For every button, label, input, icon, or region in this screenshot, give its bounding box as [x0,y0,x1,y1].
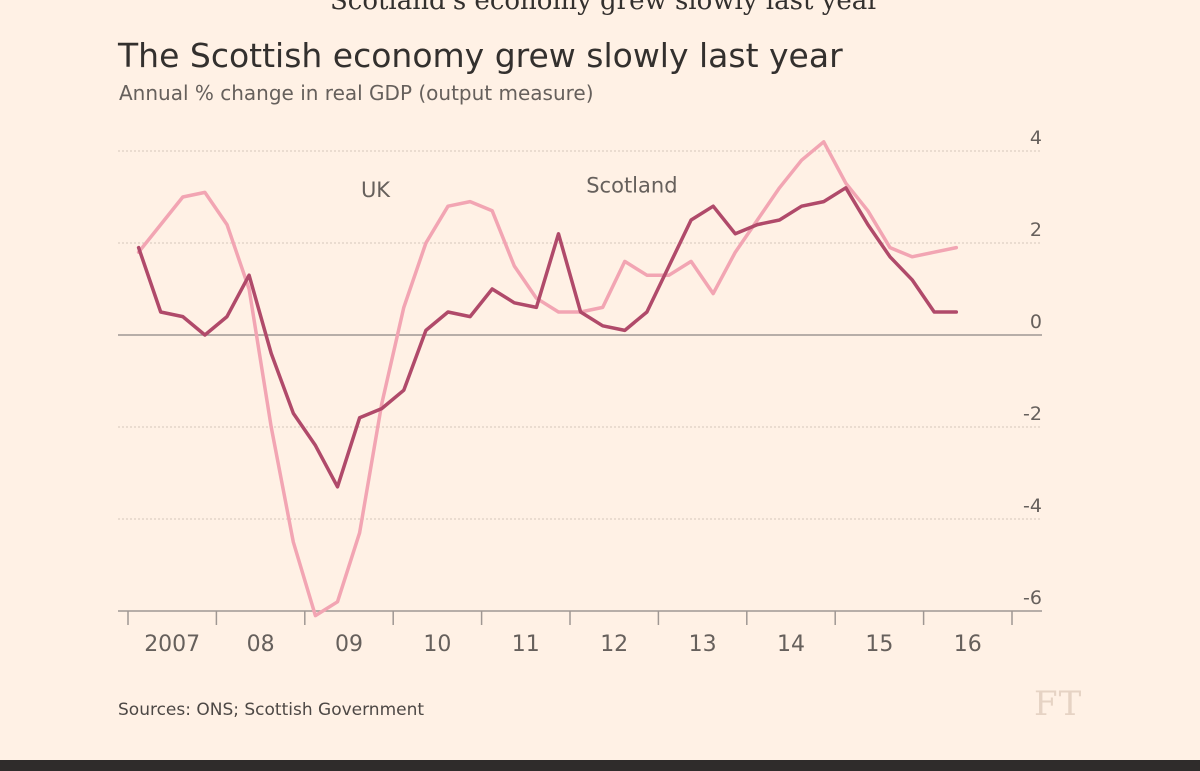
uk-series-label: UK [361,178,391,202]
y-tick-label: 4 [1030,127,1042,149]
series-labels: UK Scotland [361,173,678,202]
source-note: Sources: ONS; Scottish Government [118,700,425,720]
x-tick-label: 12 [600,632,628,657]
chart-subtitle: Annual % change in real GDP (output meas… [119,81,594,105]
x-tick-label: 08 [247,632,275,657]
x-tick-label: 09 [335,632,363,657]
x-tick-label: 13 [689,632,717,657]
chart-title: The Scottish economy grew slowly last ye… [118,36,843,75]
y-tick-label: -2 [1023,403,1042,425]
x-tick-label: 16 [954,632,982,657]
ft-logo: FT [1034,684,1083,724]
y-axis-ticks: 4 2 0 -2 -4 -6 [1023,127,1042,609]
line-chart: 4 2 0 -2 -4 -6 2007 08 09 10 11 12 13 14 15 16 UK Scotl… [118,127,1042,657]
y-tick-label: -6 [1023,587,1042,609]
scotland-line [136,186,959,489]
x-tick-label: 2007 [144,632,200,657]
series-lines [136,140,959,618]
y-tick-label: 0 [1030,311,1042,333]
scotland-series-label: Scotland [586,173,677,197]
x-axis: 2007 08 09 10 11 12 13 14 15 16 [127,611,1013,657]
window-bottom-edge [0,760,1200,771]
x-tick-label: 15 [865,632,893,657]
gridlines [118,150,1042,612]
x-tick-label: 10 [423,632,451,657]
x-tick-label: 11 [512,632,540,657]
uk-line [136,140,959,618]
y-tick-label: 2 [1030,219,1042,241]
cropped-headline: Scotland's economy grew slowly last year [330,0,880,16]
x-tick-label: 14 [777,632,805,657]
y-tick-label: -4 [1023,495,1042,517]
